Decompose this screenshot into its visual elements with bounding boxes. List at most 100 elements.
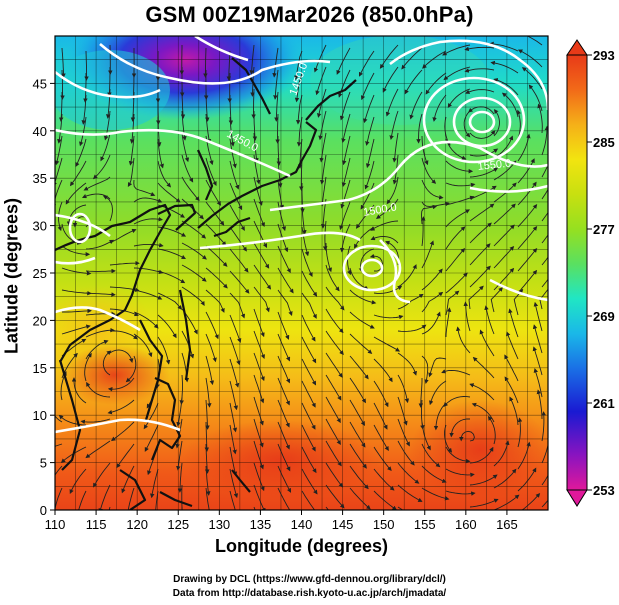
- streamline: [325, 418, 341, 445]
- streamline: [277, 465, 292, 493]
- streamline: [71, 377, 87, 404]
- streamline: [157, 248, 186, 260]
- streamline: [58, 414, 87, 426]
- streamline: [397, 440, 415, 466]
- x-tick-label: 110: [45, 517, 66, 532]
- streamline: [365, 138, 375, 169]
- streamline: [517, 49, 543, 68]
- streamline: [517, 248, 538, 272]
- streamline: [277, 355, 291, 384]
- streamline: [294, 50, 303, 81]
- streamline: [253, 198, 265, 228]
- streamline: [541, 434, 548, 464]
- streamline: [445, 272, 468, 294]
- streamline: [107, 399, 135, 415]
- streamline: [373, 490, 397, 510]
- x-tick-label: 130: [208, 517, 230, 532]
- streamline: [421, 291, 444, 313]
- streamline: [102, 195, 113, 222]
- streamline: [533, 368, 543, 398]
- streamline: [493, 160, 517, 181]
- streamline: [277, 421, 290, 450]
- streamline: [445, 209, 470, 228]
- streamline: [301, 402, 316, 430]
- streamline: [493, 182, 517, 203]
- streamline: [360, 72, 375, 101]
- streamline: [409, 91, 423, 120]
- streamline: [341, 113, 351, 143]
- streamline: [80, 418, 111, 425]
- streamline: [349, 289, 377, 305]
- y-tick-label: 25: [33, 266, 47, 281]
- streamline: [541, 163, 548, 178]
- streamline: [301, 248, 313, 278]
- streamline: [133, 242, 164, 248]
- streamline: [55, 465, 63, 476]
- streamline: [325, 242, 332, 273]
- streamline: [109, 330, 139, 340]
- streamline: [397, 462, 420, 484]
- streamline: [375, 198, 399, 219]
- streamline: [69, 468, 87, 495]
- streamline: [229, 204, 245, 231]
- streamline: [421, 421, 431, 451]
- streamline: [253, 132, 259, 163]
- streamline: [421, 465, 447, 483]
- colorbar-top-triangle: [566, 39, 588, 56]
- streamline: [93, 462, 111, 488]
- streamline: [508, 308, 519, 338]
- credit-data: Data from http://database.rish.kyoto-u.a…: [172, 588, 447, 599]
- streamline: [144, 424, 159, 452]
- y-tick-label: 0: [40, 503, 47, 518]
- streamline: [509, 396, 519, 426]
- x-axis-label: Longitude (degrees): [214, 536, 388, 556]
- streamline: [349, 487, 371, 510]
- streamline: [205, 179, 221, 206]
- streamline: [301, 204, 307, 235]
- streamline: [421, 443, 441, 468]
- streamline: [541, 499, 548, 508]
- x-tick-label: 135: [250, 517, 272, 532]
- streamline: [504, 354, 519, 382]
- streamline: [205, 377, 212, 408]
- streamline: [79, 116, 87, 147]
- streamline: [325, 264, 340, 292]
- streamline: [373, 358, 393, 383]
- streamline: [229, 358, 240, 388]
- streamline: [433, 402, 447, 431]
- streamline: [370, 220, 399, 231]
- streamline: [181, 286, 205, 306]
- streamline: [397, 418, 410, 447]
- streamline: [157, 314, 177, 339]
- streamline: [253, 374, 265, 404]
- streamline: [313, 44, 327, 73]
- streamline: [373, 424, 389, 451]
- streamline: [397, 352, 417, 376]
- streamline: [404, 69, 423, 95]
- streamline: [469, 498, 499, 508]
- streamline: [205, 113, 212, 144]
- streamline: [229, 336, 241, 366]
- streamline: [149, 468, 159, 499]
- streamline: [81, 94, 87, 125]
- streamline: [229, 314, 242, 343]
- streamline: [397, 324, 427, 332]
- streamline: [392, 132, 399, 163]
- streamline: [204, 421, 210, 452]
- streamline: [517, 181, 537, 206]
- streamline: [155, 490, 159, 510]
- streamline: [301, 380, 316, 408]
- streamline: [253, 176, 263, 206]
- streamline: [102, 350, 112, 376]
- streamline: [444, 116, 451, 146]
- streamline: [181, 176, 200, 202]
- streamline: [469, 167, 499, 178]
- streamline: [204, 443, 210, 474]
- streamline: [425, 72, 447, 95]
- streamline: [181, 264, 207, 282]
- streamline: [205, 311, 219, 340]
- map-axes: 110 115 120 125 130 135 140 145 150 155 160 165 0 5 10…: [33, 76, 518, 532]
- streamline: [349, 333, 373, 355]
- streamline: [469, 130, 496, 139]
- y-tick-label: 10: [33, 408, 47, 423]
